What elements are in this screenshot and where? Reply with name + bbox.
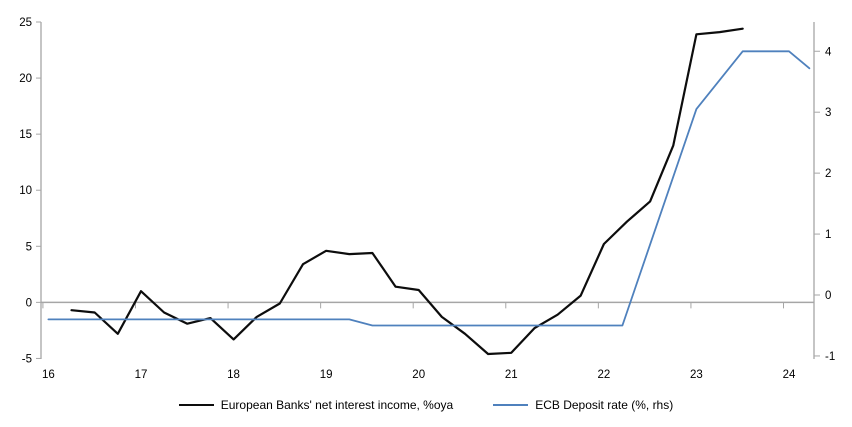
chart-legend: European Banks' net interest income, %oy… bbox=[0, 392, 852, 418]
nii-line-swatch bbox=[178, 404, 214, 406]
left-axis-tick-label: 25 bbox=[19, 17, 32, 29]
series-line-ecb-deposit-rate bbox=[47, 50, 811, 327]
x-axis-tick-label: 18 bbox=[227, 369, 240, 381]
x-axis-tick-label: 21 bbox=[505, 369, 518, 381]
right-axis-tick-label: 0 bbox=[825, 290, 831, 302]
legend-label-ecb-deposit-rate: ECB Deposit rate (%, rhs) bbox=[535, 398, 674, 412]
left-axis-tick-label: 5 bbox=[26, 241, 32, 253]
x-axis-tick-label: 22 bbox=[597, 369, 610, 381]
x-axis-tick-label: 20 bbox=[412, 369, 425, 381]
x-axis-tick-label: 24 bbox=[783, 369, 796, 381]
right-axis-tick-label: 2 bbox=[825, 168, 831, 180]
ecb-line-swatch bbox=[493, 404, 529, 406]
right-axis-tick-label: 1 bbox=[825, 229, 831, 241]
legend-item-net-interest-income: European Banks' net interest income, %oy… bbox=[178, 398, 454, 412]
x-axis-tick-label: 17 bbox=[135, 369, 148, 381]
legend-item-ecb-deposit-rate: ECB Deposit rate (%, rhs) bbox=[493, 398, 673, 412]
left-axis-tick-label: 20 bbox=[19, 73, 32, 85]
right-axis-tick-label: 4 bbox=[825, 46, 832, 58]
x-axis-tick-label: 16 bbox=[42, 369, 55, 381]
legend-label-net-interest-income: European Banks' net interest income, %oy… bbox=[220, 398, 454, 412]
left-axis-tick-label: 15 bbox=[19, 129, 32, 141]
series-line-net-interest-income bbox=[70, 27, 744, 356]
left-axis-tick-label: 0 bbox=[26, 297, 32, 309]
right-axis-tick-label: 3 bbox=[825, 107, 831, 119]
x-axis-tick-label: 19 bbox=[320, 369, 333, 381]
x-axis-tick-label: 23 bbox=[690, 369, 703, 381]
left-axis-tick-label: 10 bbox=[19, 185, 32, 197]
right-axis-tick-label: -1 bbox=[825, 351, 835, 363]
left-axis-tick-label: -5 bbox=[22, 353, 32, 365]
